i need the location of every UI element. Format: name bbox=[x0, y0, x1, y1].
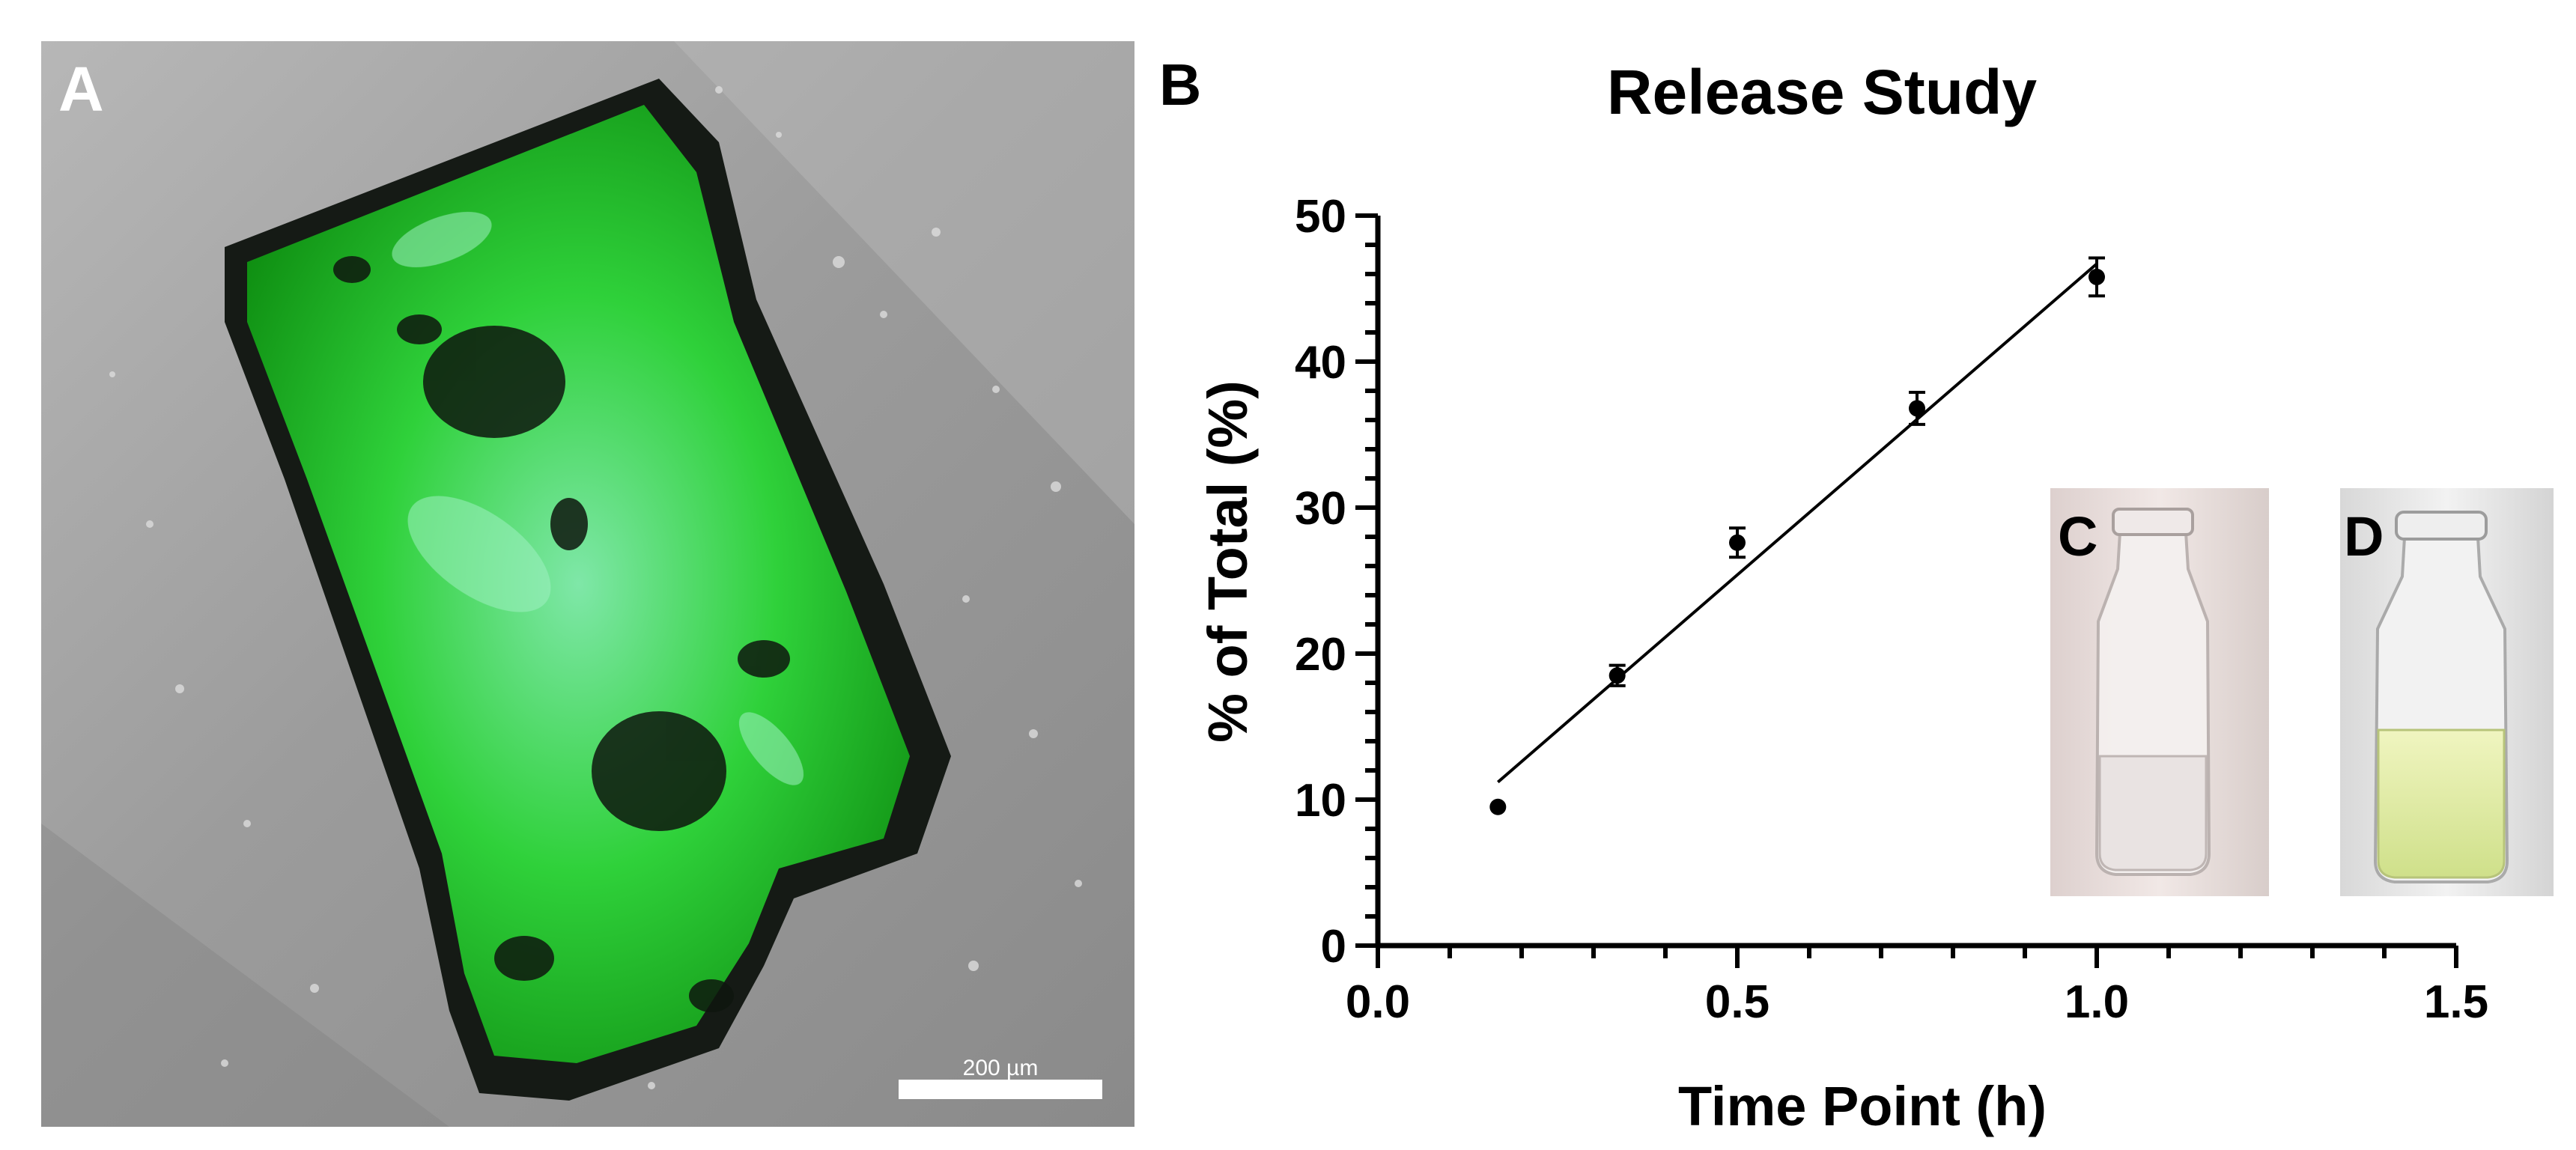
chart-fit-line bbox=[1497, 262, 2098, 784]
panel-c-vial-photo: C bbox=[2050, 488, 2269, 896]
data-point bbox=[1609, 667, 1626, 684]
chart-tick-labels: 0.0 0.5 1.0 1.5 0 10 20 30 40 50 bbox=[1295, 191, 2488, 1028]
y-tick-label: 40 bbox=[1295, 337, 1346, 389]
vial-c-liquid bbox=[2098, 755, 2208, 871]
y-tick-label: 20 bbox=[1295, 629, 1346, 681]
data-point bbox=[1489, 798, 1507, 815]
x-tick-label: 1.5 bbox=[2424, 976, 2488, 1028]
scaffold-texture bbox=[333, 256, 790, 1012]
chart-data-series bbox=[1489, 256, 2105, 815]
micrograph-particles bbox=[109, 86, 1082, 1089]
x-tick-label: 0.0 bbox=[1346, 976, 1410, 1028]
chart-axes bbox=[1375, 216, 2456, 949]
chart-title: Release Study bbox=[1607, 57, 2038, 127]
regression-line bbox=[1497, 262, 2098, 784]
scale-bar-label: 200 µm bbox=[963, 1056, 1039, 1080]
data-point bbox=[2089, 268, 2105, 285]
panel-label-a: A bbox=[58, 54, 104, 124]
data-point bbox=[1909, 400, 1925, 417]
chart-ticks bbox=[1355, 213, 2458, 968]
vial-d-liquid bbox=[2377, 728, 2506, 879]
y-tick-label: 0 bbox=[1321, 921, 1346, 973]
panel-a-micrograph: 200 µm A bbox=[41, 41, 1134, 1127]
x-tick-label: 1.0 bbox=[2065, 976, 2129, 1028]
scale-bar bbox=[899, 1080, 1102, 1099]
y-tick-label: 50 bbox=[1295, 191, 1346, 243]
panel-label-d: D bbox=[2344, 505, 2384, 568]
panel-label-c: C bbox=[2058, 505, 2097, 568]
data-point bbox=[1729, 534, 1746, 551]
vial-d-neck bbox=[2395, 511, 2488, 541]
x-axis-label: Time Point (h) bbox=[1678, 1075, 2047, 1137]
y-tick-label: 30 bbox=[1295, 483, 1346, 535]
micrograph-shading bbox=[41, 824, 449, 1127]
micrograph-shading bbox=[674, 41, 1134, 524]
scaffold-highlights bbox=[392, 212, 804, 785]
vial-c-neck bbox=[2112, 508, 2194, 536]
panel-d-vial-photo: D bbox=[2340, 488, 2554, 896]
y-axis-label: % of Total (%) bbox=[1197, 380, 1259, 743]
panel-label-b: B bbox=[1159, 52, 1201, 118]
panel-b-chart: B Release Study 0.0 0.5 1.0 1.501020304050 … bbox=[1159, 52, 2488, 1137]
y-tick-label: 10 bbox=[1295, 775, 1346, 827]
scaffold-green-fluorescence bbox=[247, 105, 910, 1063]
x-tick-label: 0.5 bbox=[1705, 976, 1770, 1028]
